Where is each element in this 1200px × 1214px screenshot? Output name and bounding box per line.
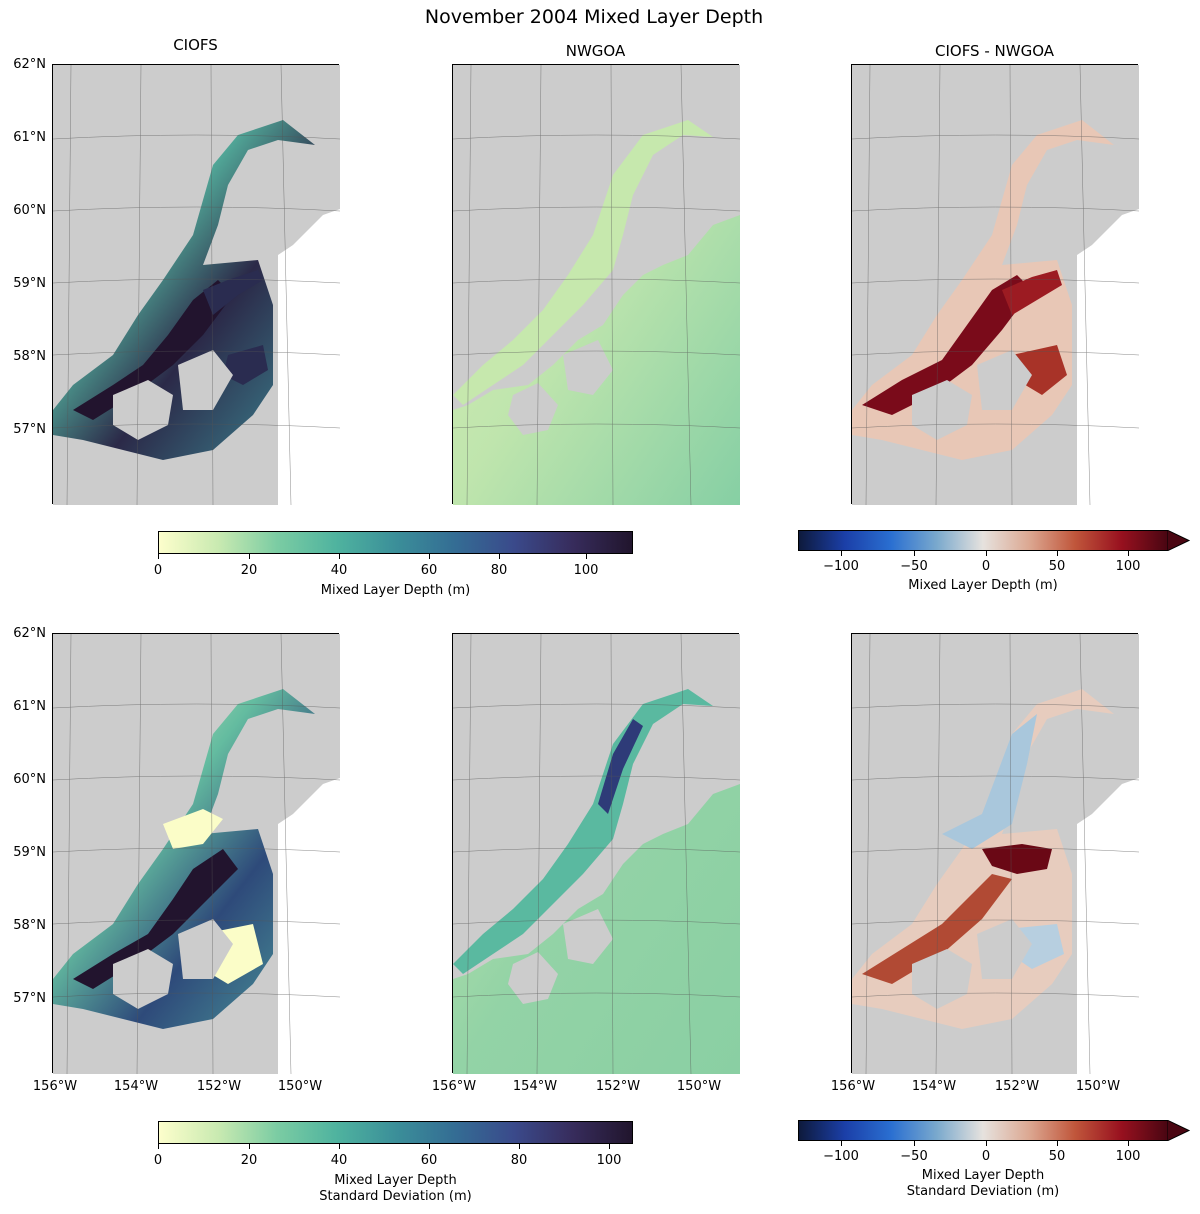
colorbar-stddev bbox=[158, 1121, 633, 1144]
colorbar-tick: 80 bbox=[490, 563, 508, 578]
colorbar-difference bbox=[798, 530, 1168, 551]
colorbar-extend-arrow bbox=[1167, 1120, 1191, 1141]
colorbar-label: Mixed Layer Depth (m) bbox=[320, 583, 471, 598]
lat-label-57n: 57°N bbox=[13, 991, 46, 1006]
lon-label-156w: 156°W bbox=[32, 1079, 78, 1094]
colorbar-tick-mark bbox=[499, 554, 500, 559]
colorbar-difference-stddev bbox=[798, 1120, 1168, 1141]
colorbar-tick-mark bbox=[1128, 551, 1129, 556]
colorbar-tick: 40 bbox=[330, 563, 348, 578]
colorbar-tick-mark bbox=[158, 554, 159, 559]
colorbar-tick: 80 bbox=[510, 1153, 528, 1168]
colorbar-tick-mark bbox=[586, 554, 587, 559]
colorbar-extend-arrow bbox=[1167, 530, 1191, 551]
lat-label-58n: 58°N bbox=[13, 349, 46, 364]
colorbar-tick: 0 bbox=[153, 563, 163, 578]
lon-label-150w: 150°W bbox=[277, 1079, 323, 1094]
colorbar-tick-mark bbox=[339, 554, 340, 559]
map-nwgoa-mean bbox=[452, 64, 740, 505]
colorbar-tick-mark bbox=[986, 551, 987, 556]
colorbar-tick-mark bbox=[914, 1141, 915, 1146]
colorbar-tick: 100 bbox=[596, 1153, 622, 1168]
colorbar-tick: 20 bbox=[240, 563, 258, 578]
map-ciofs-stddev bbox=[52, 633, 340, 1074]
colorbar-tick-mark bbox=[1057, 1141, 1058, 1146]
lat-label-60n: 60°N bbox=[13, 772, 46, 787]
lon-label-152w: 152°W bbox=[595, 1079, 641, 1094]
colorbar-tick-mark bbox=[1057, 551, 1058, 556]
lon-label-154w: 154°W bbox=[512, 1079, 558, 1094]
lat-label-59n: 59°N bbox=[13, 276, 46, 291]
colorbar-tick-mark bbox=[841, 551, 842, 556]
lat-label-58n: 58°N bbox=[13, 918, 46, 933]
lat-label-59n: 59°N bbox=[13, 845, 46, 860]
figure-title: November 2004 Mixed Layer Depth bbox=[424, 6, 764, 28]
colorbar-tick-mark bbox=[249, 1144, 250, 1149]
colorbar-tick: 0 bbox=[981, 1149, 991, 1164]
colorbar-tick: 20 bbox=[240, 1153, 258, 1168]
lat-label-57n: 57°N bbox=[13, 422, 46, 437]
colorbar-tick-mark bbox=[158, 1144, 159, 1149]
lon-label-156w: 156°W bbox=[830, 1079, 876, 1094]
colorbar-tick: −50 bbox=[900, 1149, 928, 1164]
colorbar-tick: 50 bbox=[1048, 559, 1066, 574]
colorbar-tick: −100 bbox=[823, 559, 859, 574]
lat-label-61n: 61°N bbox=[13, 699, 46, 714]
lon-label-154w: 154°W bbox=[113, 1079, 159, 1094]
colorbar-tick: −50 bbox=[900, 559, 928, 574]
colorbar-label: Mixed Layer Depth Standard Deviation (m) bbox=[906, 1168, 1060, 1199]
colorbar-tick-mark bbox=[986, 1141, 987, 1146]
lat-label-62n: 62°N bbox=[13, 57, 46, 72]
colorbar-tick-mark bbox=[914, 551, 915, 556]
lon-label-152w: 152°W bbox=[196, 1079, 242, 1094]
colorbar-tick: 60 bbox=[420, 1153, 438, 1168]
colorbar-tick: 100 bbox=[1115, 1149, 1141, 1164]
colorbar-label: Mixed Layer Depth Standard Deviation (m) bbox=[319, 1173, 472, 1204]
colorbar-tick-mark bbox=[519, 1144, 520, 1149]
lon-label-154w: 154°W bbox=[911, 1079, 957, 1094]
colorbar-tick-mark bbox=[429, 1144, 430, 1149]
colorbar-tick-mark bbox=[339, 1144, 340, 1149]
colorbar-tick-mark bbox=[841, 1141, 842, 1146]
colorbar-tick-mark bbox=[249, 554, 250, 559]
lat-label-62n: 62°N bbox=[13, 626, 46, 641]
colorbar-tick: 0 bbox=[981, 559, 991, 574]
lon-label-156w: 156°W bbox=[431, 1079, 477, 1094]
colorbar-tick-mark bbox=[1128, 1141, 1129, 1146]
colorbar-tick: 100 bbox=[1115, 559, 1141, 574]
lon-label-152w: 152°W bbox=[994, 1079, 1040, 1094]
colorbar-tick: 40 bbox=[330, 1153, 348, 1168]
lat-label-61n: 61°N bbox=[13, 130, 46, 145]
panel-title-nwgoa: NWGOA bbox=[565, 42, 626, 60]
colorbar-tick: 50 bbox=[1048, 1149, 1066, 1164]
colorbar-tick: 0 bbox=[153, 1153, 163, 1168]
map-difference-mean bbox=[851, 64, 1139, 505]
colorbar-tick: 100 bbox=[573, 563, 599, 578]
map-difference-stddev bbox=[851, 633, 1139, 1074]
lon-label-150w: 150°W bbox=[1075, 1079, 1121, 1094]
lon-label-150w: 150°W bbox=[676, 1079, 722, 1094]
lat-label-60n: 60°N bbox=[13, 203, 46, 218]
colorbar-tick: 60 bbox=[420, 563, 438, 578]
colorbar-mean bbox=[158, 531, 633, 554]
map-ciofs-mean bbox=[52, 64, 340, 505]
colorbar-label: Mixed Layer Depth (m) bbox=[908, 578, 1058, 593]
colorbar-tick: −100 bbox=[823, 1149, 859, 1164]
map-nwgoa-stddev bbox=[452, 633, 740, 1074]
colorbar-tick-mark bbox=[429, 554, 430, 559]
colorbar-tick-mark bbox=[609, 1144, 610, 1149]
panel-title-difference: CIOFS - NWGOA bbox=[934, 42, 1055, 60]
panel-title-ciofs: CIOFS bbox=[173, 36, 218, 54]
